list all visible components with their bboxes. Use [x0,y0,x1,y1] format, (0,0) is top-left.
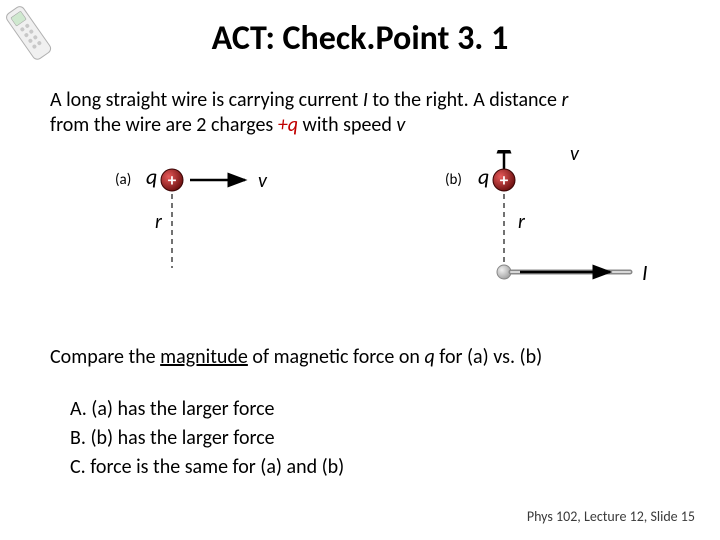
label-r-b: r [518,210,526,234]
plus-icon: + [500,170,509,191]
compare-magnitude: magnitude [160,345,248,369]
compare-a: Compare the [50,345,160,369]
prompt-text: to the right. A distance [368,88,562,112]
symbol-r: r [561,88,568,112]
prompt-text: from the wire are 2 charges [50,113,278,137]
compare-c: for (a) vs. (b) [435,345,542,369]
option-c: C. force is the same for (a) and (b) [70,453,344,482]
label-b: (b) [445,171,462,189]
option-a: A. (a) has the larger force [70,395,344,424]
label-a: (a) [115,171,131,189]
label-q-a: q [146,163,157,190]
prompt-text: A long straight wire is carrying current [50,88,363,112]
symbol-v: v [396,113,405,137]
label-I: I [642,259,648,286]
label-r-a: r [155,210,163,234]
compare-text: Compare the magnitude of magnetic force … [50,345,680,369]
label-v-floating: v [570,150,580,166]
plus-icon: + [168,170,177,191]
label-q-b: q [478,163,489,190]
physics-diagram: v (a) q + v r (b) q + r I [50,150,670,310]
answer-options: A. (a) has the larger force B. (b) has t… [70,395,344,482]
slide-footer: Phys 102, Lecture 12, Slide 15 [527,508,695,525]
label-v-a: v [258,169,268,193]
option-b: B. (b) has the larger force [70,424,344,453]
problem-prompt: A long straight wire is carrying current… [50,88,680,138]
symbol-plusq: +q [278,113,298,137]
slide-title: ACT: Check.Point 3. 1 [0,18,720,59]
compare-q: q [424,345,434,369]
compare-b: of magnetic force on [248,345,425,369]
prompt-text: with speed [298,113,396,137]
